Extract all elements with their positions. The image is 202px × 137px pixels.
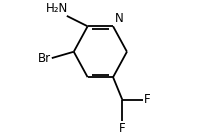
Text: N: N [114,12,123,25]
Text: F: F [144,93,150,106]
Text: Br: Br [37,52,50,65]
Text: H₂N: H₂N [45,2,68,15]
Text: F: F [118,122,125,135]
